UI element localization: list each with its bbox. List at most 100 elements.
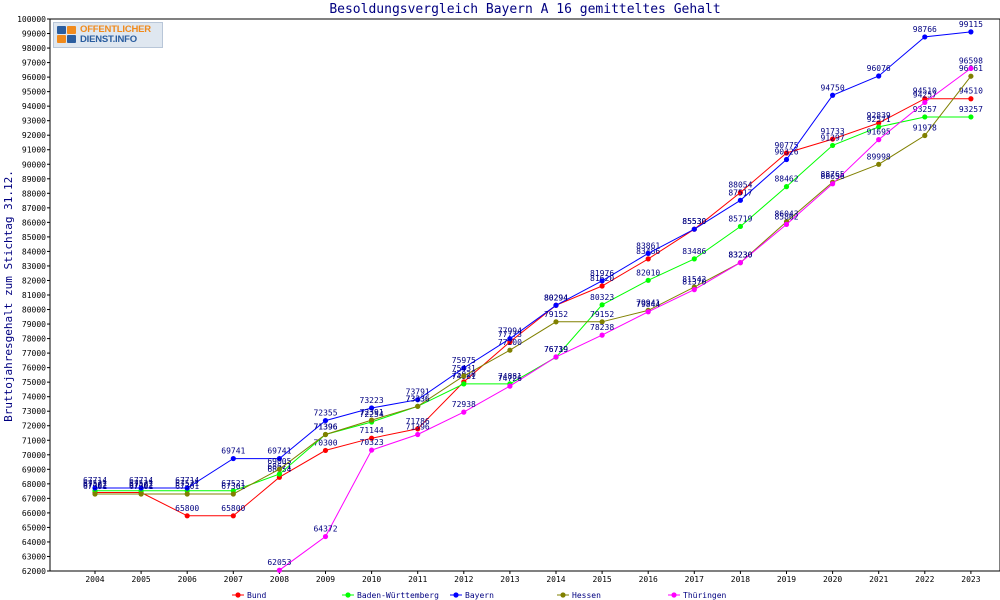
y-tick-label: 82000: [22, 276, 46, 285]
data-label: 76739: [544, 345, 568, 354]
y-tick-label: 67000: [22, 494, 46, 503]
data-point: [783, 184, 790, 190]
x-tick-label: 2016: [639, 575, 658, 584]
data-point: [184, 491, 190, 497]
y-tick-label: 79000: [22, 320, 46, 329]
data-point: [415, 431, 421, 438]
data-point: [783, 156, 790, 163]
data-label: 77200: [498, 338, 522, 347]
y-tick-label: 70000: [22, 451, 46, 460]
data-label: 88054: [728, 181, 752, 190]
x-tick-label: 2005: [131, 575, 150, 584]
legend-marker: [235, 592, 241, 598]
x-tick-label: 2022: [915, 575, 934, 584]
data-label: 90775: [774, 141, 798, 150]
data-point: [691, 226, 697, 232]
data-label: 83230: [728, 251, 752, 260]
data-label: 85530: [682, 217, 706, 226]
y-tick-label: 72000: [22, 422, 46, 431]
data-point: [922, 99, 928, 106]
data-point: [415, 397, 421, 403]
data-label: 90326: [774, 148, 798, 157]
x-tick-label: 2021: [869, 575, 888, 584]
x-tick-label: 2006: [178, 575, 197, 584]
data-label: 67521: [221, 479, 245, 488]
data-point: [876, 73, 882, 79]
series-0: 6740267402658006580068454703007114471786…: [83, 87, 983, 519]
data-label: 67714: [129, 476, 153, 485]
legend-label: Bund: [247, 591, 266, 600]
data-point: [276, 466, 282, 472]
y-tick-label: 81000: [22, 291, 46, 300]
data-label: 73223: [360, 396, 384, 405]
y-tick-label: 95000: [22, 88, 46, 97]
data-point: [553, 302, 559, 308]
data-point: [783, 221, 790, 227]
data-label: 72254: [360, 410, 384, 419]
legend-item: Hessen: [557, 591, 601, 600]
data-point: [230, 513, 236, 519]
x-tick-label: 2010: [362, 575, 381, 584]
data-label: 96076: [867, 64, 891, 73]
data-point: [369, 435, 375, 441]
data-label: 72938: [452, 400, 476, 409]
data-label: 73791: [406, 388, 430, 397]
y-tick-label: 74000: [22, 393, 46, 402]
y-tick-label: 75000: [22, 378, 46, 387]
data-point: [553, 319, 559, 325]
data-label: 91297: [821, 133, 845, 142]
data-point: [461, 365, 467, 371]
data-point: [599, 302, 605, 308]
data-point: [922, 34, 928, 40]
data-point: [737, 189, 744, 196]
data-point: [415, 403, 421, 409]
data-label: 67521: [83, 479, 107, 488]
data-label: 67301: [221, 482, 245, 491]
data-point: [876, 137, 882, 143]
data-label: 83486: [682, 247, 706, 256]
data-label: 80323: [590, 293, 614, 302]
data-point: [138, 491, 144, 497]
data-label: 72355: [313, 409, 337, 418]
data-label: 94750: [821, 83, 845, 92]
data-point: [276, 567, 282, 573]
x-tick-label: 2014: [546, 575, 565, 584]
y-tick-label: 99000: [22, 30, 46, 39]
y-tick-label: 90000: [22, 160, 46, 169]
legend-marker: [671, 592, 677, 598]
data-point: [599, 332, 605, 338]
legend-marker: [453, 592, 459, 598]
data-label: 98766: [913, 25, 937, 34]
data-label: 93257: [913, 105, 937, 114]
y-tick-label: 94000: [22, 102, 46, 111]
data-label: 77773: [498, 330, 522, 339]
data-label: 71396: [406, 423, 430, 432]
y-tick-label: 88000: [22, 189, 46, 198]
data-label: 64372: [313, 525, 337, 534]
data-point: [876, 124, 882, 130]
x-tick-label: 2008: [270, 575, 289, 584]
data-label: 67301: [129, 482, 153, 491]
data-point: [369, 447, 375, 453]
data-label: 71786: [406, 417, 430, 426]
x-tick-label: 2015: [592, 575, 611, 584]
legend-label: Bayern: [465, 591, 494, 600]
data-label: 72391: [360, 408, 384, 417]
data-point: [369, 417, 375, 423]
legend-label: Baden-Württemberg: [357, 591, 439, 600]
data-label: 75431: [452, 364, 476, 373]
data-label: 67521: [175, 479, 199, 488]
data-point: [184, 513, 190, 519]
x-axis: 2004 2005 2006 2007 2008 2009 2010 2011 2012 2013…: [85, 571, 981, 584]
data-label: 79152: [544, 310, 568, 319]
data-point: [92, 485, 98, 491]
data-point: [830, 92, 836, 98]
data-label: 74881: [498, 372, 522, 381]
series-line: [95, 116, 971, 492]
y-axis: 62000 63000 64000 65000 66000 67000 68000 69000…: [17, 15, 50, 576]
x-tick-label: 2012: [454, 575, 473, 584]
data-point: [276, 471, 282, 477]
data-label: 94510: [913, 87, 937, 96]
x-tick-label: 2019: [777, 575, 796, 584]
